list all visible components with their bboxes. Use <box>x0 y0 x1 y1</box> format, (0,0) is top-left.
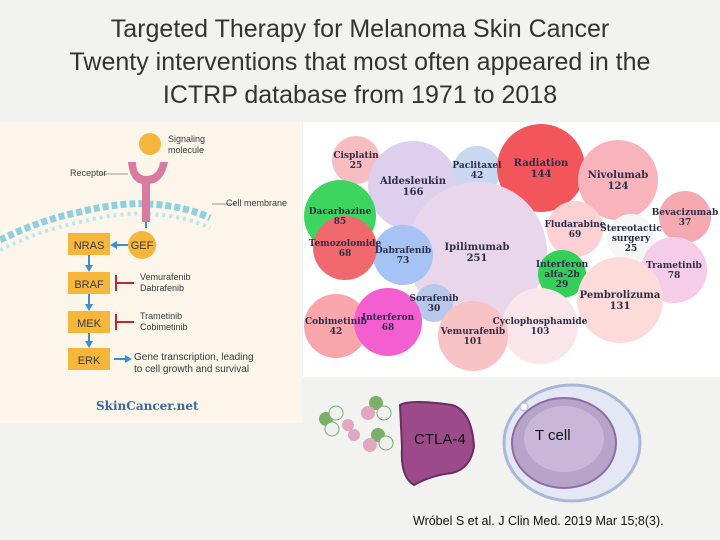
bubble-label-vemurafenib: Vemurafenib <box>440 327 505 337</box>
page-title-line-2: Twenty interventions that most often app… <box>69 48 651 76</box>
bubble-interferon <box>354 288 422 356</box>
bubble-value-temozolomide: 68 <box>339 249 352 259</box>
bubble-value-bevacizumab: 37 <box>679 218 692 228</box>
braf-drug-1: Vemurafenib <box>140 272 191 282</box>
signaling-molecule-label-2: molecule <box>168 145 204 155</box>
bubble-cisplatin <box>332 136 380 184</box>
bubble-value-interferon-alfa-2b: 29 <box>556 280 569 290</box>
signaling-molecule-icon <box>139 133 161 155</box>
braf-box <box>68 272 110 294</box>
source-label: SkinCancer.net <box>96 399 199 413</box>
bubble-value-ipilimumab: 251 <box>467 253 488 264</box>
braf-label: BRAF <box>74 279 104 291</box>
bubble-label-cyclophosphamide: Cyclophosphamide <box>493 317 588 327</box>
ctla4-tcell-diagram: CTLA-4 T cell <box>302 377 720 517</box>
bubble-value-nivolumab: 124 <box>608 181 629 192</box>
bubble-value-cobimetinib: 42 <box>330 327 343 337</box>
gef-label: GEF <box>131 240 154 252</box>
bubble-value-sorafenib: 30 <box>428 304 441 314</box>
bubble-value-fludarabine: 69 <box>569 230 582 240</box>
bubble-label-cobimetinib: Cobimetinib <box>305 317 367 327</box>
bubble-cyclophosphamide <box>502 288 578 364</box>
mapk-pathway-diagram: Cell membrane Signaling molecule Recepto… <box>0 122 302 423</box>
bubble-vemurafenib <box>438 301 508 371</box>
bubble-label-nivolumab: Nivolumab <box>588 170 649 181</box>
bubble-value-cisplatin: 25 <box>350 161 363 171</box>
nras-label: NRAS <box>74 240 105 252</box>
signaling-molecule-label-1: Signaling <box>168 134 205 144</box>
receptor-icon <box>128 162 168 222</box>
bubble-value-trametinib: 78 <box>668 271 681 281</box>
bubble-label-pembrolizuma: Pembrolizuma <box>580 290 661 301</box>
cell-membrane <box>0 200 212 252</box>
bubble-value-radiation: 144 <box>531 169 552 180</box>
mek-drug-2: Cobimetinib <box>140 322 188 332</box>
gef-node <box>128 231 156 259</box>
nras-box <box>68 233 110 255</box>
cell-membrane-label: Cell membrane <box>226 198 287 208</box>
bubble-value-stereotactic-surgery: 25 <box>625 244 638 254</box>
bubble-label-radiation: Radiation <box>514 158 569 169</box>
bubble-value-interferon: 68 <box>382 323 395 333</box>
bubble-label-stereotactic-surgery: surgery <box>612 234 651 244</box>
interventions-bubble-chart: Cisplatin 25 Aldesleukin 166 Paclitaxel 42 Rad… <box>303 122 720 377</box>
bubble-label-interferon: Interferon <box>362 313 415 323</box>
bubble-label-aldesleukin: Aldesleukin <box>379 176 447 187</box>
bubble-interferon-alfa-2b <box>538 250 586 298</box>
bubble-sorafenib <box>415 284 453 322</box>
bubble-temozolomide <box>313 216 377 280</box>
bubble-label-fludarabine: Fludarabine <box>544 220 605 230</box>
bubble-nivolumab <box>578 140 658 220</box>
bubble-value-aldesleukin: 166 <box>403 187 424 198</box>
bubble-label-trametinib: Trametinib <box>646 261 702 271</box>
bubble-bevacizumab <box>659 191 711 243</box>
erk-effect-1: Gene transcription, leading <box>134 352 254 363</box>
citation: Wróbel S et al. J Clin Med. 2019 Mar 15;… <box>413 514 664 528</box>
mek-drug-1: Trametinib <box>140 311 182 321</box>
ligand-icon <box>319 396 394 452</box>
bubble-label-paclitaxel: Paclitaxel <box>452 161 502 171</box>
page-title-line-3: ICTRP database from 1971 to 2018 <box>162 81 558 109</box>
bubble-stereotactic-surgery <box>607 214 655 262</box>
tcell-icon <box>502 383 642 503</box>
bubble-dabrafenib <box>373 225 433 285</box>
erk-box <box>68 348 110 370</box>
bubble-label-interferon-alfa-2b: Interferon <box>536 260 589 270</box>
bubble-label-cisplatin: Cisplatin <box>333 151 379 161</box>
receptor-label: Receptor <box>70 168 107 178</box>
tcell-label: T cell <box>535 427 571 444</box>
bubble-value-paclitaxel: 42 <box>471 171 484 181</box>
bubble-label-dabrafenib: Dabrafenib <box>375 246 431 256</box>
bubble-label-temozolomide: Temozolomide <box>309 239 382 249</box>
bubble-fludarabine <box>547 201 603 257</box>
ctla4-label: CTLA-4 <box>414 431 466 448</box>
braf-drug-2: Dabrafenib <box>140 283 184 293</box>
bubble-value-cyclophosphamide: 103 <box>531 327 550 337</box>
mek-label: MEK <box>77 318 102 330</box>
bubble-label-bevacizumab: Bevacizumab <box>652 208 719 218</box>
bubble-label-dacarbazine: Dacarbazine <box>309 207 372 217</box>
bubble-paclitaxel <box>453 146 501 194</box>
bubble-cobimetinib <box>304 294 368 358</box>
erk-effect-2: to cell growth and survival <box>134 364 249 375</box>
bubble-label-stereotactic-surgery: Stereotactic <box>600 224 662 234</box>
bubble-pembrolizuma <box>577 257 663 343</box>
bubble-value-dabrafenib: 73 <box>397 256 410 266</box>
bubble-label-sorafenib: Sorafenib <box>410 294 459 304</box>
bubble-value-dacarbazine: 85 <box>334 217 347 227</box>
bubble-radiation <box>497 124 585 212</box>
bubble-label-ipilimumab: Ipilimumab <box>445 242 510 253</box>
erk-label: ERK <box>78 355 101 367</box>
bubble-value-vemurafenib: 101 <box>464 337 483 347</box>
page-title-line-1: Targeted Therapy for Melanoma Skin Cance… <box>110 15 610 43</box>
bubble-value-pembrolizuma: 131 <box>610 301 631 312</box>
apc-cell-icon <box>398 401 476 487</box>
mek-box <box>68 311 110 333</box>
bubble-label-interferon-alfa-2b: alfa-2b <box>544 270 579 280</box>
